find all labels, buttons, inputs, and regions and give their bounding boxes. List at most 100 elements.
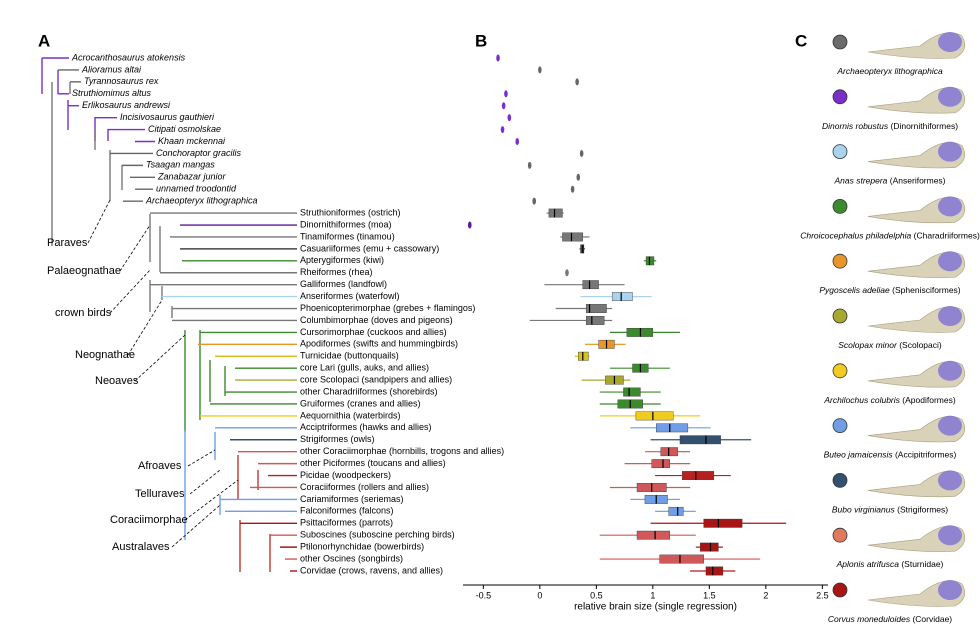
clade-label: Paraves xyxy=(47,237,88,249)
point xyxy=(515,138,520,146)
brain xyxy=(938,86,962,107)
box xyxy=(623,387,641,397)
point xyxy=(575,78,579,86)
box xyxy=(635,411,674,421)
point xyxy=(496,54,500,62)
box xyxy=(703,518,743,528)
color-swatch xyxy=(832,363,848,379)
point xyxy=(579,149,584,157)
clade-label: crown birds xyxy=(55,307,112,319)
taxon-label: Psittaciformes (parrots) xyxy=(300,518,393,528)
species-name: Bubo virginianus xyxy=(832,505,896,515)
group-name: (Scolopaci) xyxy=(899,340,942,350)
brain xyxy=(938,415,962,436)
box xyxy=(562,232,583,242)
group-name: (Apodiformes) xyxy=(902,395,956,405)
taxon-label: Suboscines (suboscine perching birds) xyxy=(300,530,455,540)
clade-label: Telluraves xyxy=(135,488,185,500)
x-tick-label: 1 xyxy=(650,590,655,600)
box xyxy=(585,316,605,325)
taxon-label: Coraciiformes (rollers and allies) xyxy=(300,482,429,492)
x-axis-label: relative brain size (single regression) xyxy=(574,602,737,613)
box xyxy=(679,435,721,445)
taxon-label: Picidae (woodpeckers) xyxy=(300,470,391,480)
taxon-label: Strigiformes (owls) xyxy=(300,434,375,444)
taxon-label: Conchoraptor gracilis xyxy=(156,148,242,158)
brain xyxy=(938,525,962,546)
tree-backbone xyxy=(41,58,271,572)
point xyxy=(501,102,506,110)
specimen-caption: Scolopax minor (Scolopaci) xyxy=(838,340,942,350)
clade-label: Australaves xyxy=(112,541,170,553)
taxon-label: Khaan mckennai xyxy=(158,136,226,146)
group-name: (Anseriformes) xyxy=(890,176,946,186)
box xyxy=(700,542,719,552)
species-name: Chroicocephalus philadelphia xyxy=(800,231,911,241)
taxon-label: Zanabazar junior xyxy=(157,172,227,182)
taxon-label: core Scolopaci (sandpipers and allies) xyxy=(300,374,452,384)
brain xyxy=(938,360,962,381)
box xyxy=(682,471,715,480)
specimen-caption: Aplonis atrifusca (Sturnidae) xyxy=(836,559,944,569)
clade-label: Coraciimorphae xyxy=(110,514,188,526)
group-name: (Strigiformes) xyxy=(897,505,948,515)
box xyxy=(668,506,684,516)
group-name: (Corvidae) xyxy=(912,614,952,624)
box xyxy=(636,530,670,540)
specimen-caption: Chroicocephalus philadelphia (Charadriif… xyxy=(800,231,980,241)
color-swatch xyxy=(832,472,848,488)
box xyxy=(585,304,607,313)
taxon-label: Tyrannosaurus rex xyxy=(84,76,159,86)
x-tick-label: 0 xyxy=(537,590,542,600)
species-name: Pygoscelis adeliae xyxy=(819,285,890,295)
point xyxy=(570,185,575,193)
taxon-label: unnamed troodontid xyxy=(156,184,237,194)
taxon-label: Cursorimorphae (cuckoos and allies) xyxy=(300,327,447,337)
taxon-label: Anseriformes (waterfowl) xyxy=(300,291,400,301)
group-name: (Sturnidae) xyxy=(901,559,943,569)
color-swatch xyxy=(832,198,848,214)
color-swatch xyxy=(832,582,848,598)
box xyxy=(656,423,689,433)
taxon-label: Columbimorphae (doves and pigeons) xyxy=(300,315,453,325)
point xyxy=(565,269,569,277)
group-name: (Accipitriformes) xyxy=(895,450,957,460)
species-name: Archilochus colubris xyxy=(823,395,900,405)
color-swatch xyxy=(832,89,848,105)
taxon-label: Ptilonorhynchidae (bowerbirds) xyxy=(300,542,424,552)
clade-label: Neognathae xyxy=(75,349,135,361)
brain xyxy=(938,306,962,326)
taxon-label: Casuariiformes (emu + cassowary) xyxy=(300,243,439,253)
x-tick-label: 0.5 xyxy=(590,590,603,600)
box xyxy=(582,280,599,290)
taxon-label: Cariamiformes (seriemas) xyxy=(300,494,404,504)
taxon-label: Tinamiformes (tinamou) xyxy=(300,231,395,241)
box xyxy=(611,292,633,301)
specimen-caption: Archilochus colubris (Apodiformes) xyxy=(823,395,956,405)
specimen-caption: Buteo jamaicensis (Accipitriformes) xyxy=(824,450,957,460)
taxon-label: Erlikosaurus andrewsi xyxy=(82,100,171,110)
specimen-caption: Bubo virginianus (Strigiformes) xyxy=(832,505,948,515)
group-name: (Dinornithiformes) xyxy=(890,121,958,131)
group-name: (Charadriiformes) xyxy=(914,231,980,241)
brain xyxy=(938,251,962,272)
panel-label: A xyxy=(38,31,50,50)
point xyxy=(504,90,508,98)
species-name: Aplonis atrifusca xyxy=(836,559,900,569)
taxon-label: Aequornithia (waterbirds) xyxy=(300,410,401,420)
taxon-label: other Coraciimorphae (hornbills, trogons… xyxy=(300,446,504,456)
color-swatch xyxy=(832,308,848,324)
point xyxy=(527,161,532,169)
clade-label: Afroaves xyxy=(138,460,182,472)
taxon-label: Archaeopteryx lithographica xyxy=(145,196,258,206)
species-name: Buteo jamaicensis xyxy=(824,450,894,460)
taxon-label: other Piciformes (toucans and allies) xyxy=(300,458,446,468)
specimen-caption: Pygoscelis adeliae (Sphenisciformes) xyxy=(819,285,960,295)
taxon-label: other Charadriiformes (shorebirds) xyxy=(300,386,438,396)
taxon-label: Dinornithiformes (moa) xyxy=(300,219,392,229)
taxon-label: Apterygiformes (kiwi) xyxy=(300,255,384,265)
point xyxy=(467,221,472,229)
point xyxy=(507,114,512,122)
taxon-label: Alioramus altai xyxy=(81,64,142,74)
point xyxy=(538,66,542,74)
